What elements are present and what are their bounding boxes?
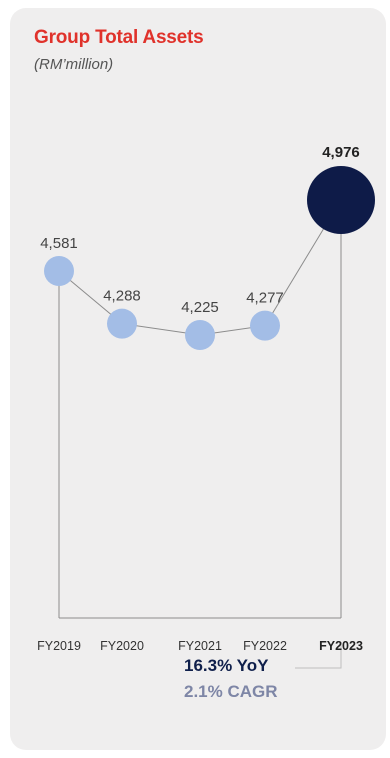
data-point-fy2022 xyxy=(250,310,280,341)
chart-card xyxy=(10,8,386,750)
data-point-fy2019 xyxy=(44,256,74,287)
x-tick-label-fy2021: FY2021 xyxy=(178,639,222,653)
growth-connector xyxy=(295,642,342,669)
data-point-fy2020 xyxy=(107,308,137,339)
x-tick-label-fy2022: FY2022 xyxy=(243,639,287,653)
data-label-fy2020: 4,288 xyxy=(103,288,141,305)
x-tick-label-fy2019: FY2019 xyxy=(37,639,81,653)
data-label-fy2021: 4,225 xyxy=(181,299,219,316)
data-label-fy2023: 4,976 xyxy=(322,144,360,161)
yoy-growth: 16.3% YoY xyxy=(184,656,269,675)
data-point-fy2021 xyxy=(185,320,215,350)
data-label-fy2022: 4,277 xyxy=(246,290,284,307)
chart-title: Group Total Assets xyxy=(34,27,204,48)
data-label-fy2019: 4,581 xyxy=(40,235,78,252)
data-point-fy2023 xyxy=(307,166,375,234)
cagr-growth: 2.1% CAGR xyxy=(184,682,278,701)
x-tick-label-fy2020: FY2020 xyxy=(100,639,144,653)
chart-unit: (RM’million) xyxy=(34,56,114,73)
x-tick-label-fy2023: FY2023 xyxy=(319,639,363,653)
